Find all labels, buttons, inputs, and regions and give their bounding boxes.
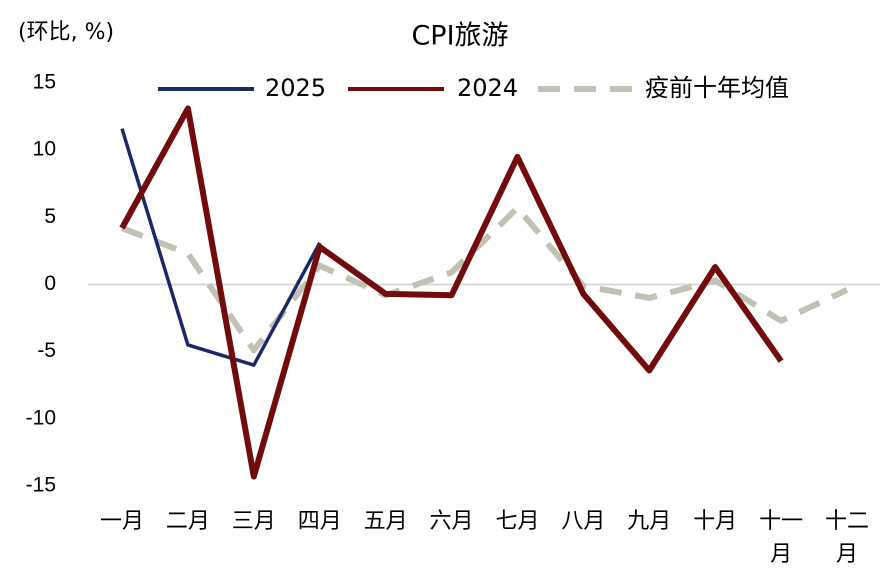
x-tick-label-line: 月 (836, 542, 858, 567)
x-tick-label-line: 十二 (825, 509, 869, 534)
x-tick-label: 十二月 (825, 509, 869, 567)
x-tick-label: 五月 (364, 509, 408, 534)
legend-label: 2024 (457, 74, 518, 102)
x-tick-label: 二月 (166, 509, 210, 534)
y-tick-label: -5 (37, 339, 56, 362)
x-tick-label: 十月 (693, 509, 737, 534)
y-tick-label: 5 (44, 205, 56, 228)
y-tick-label: 15 (33, 71, 56, 94)
legend-label: 疫前十年均值 (645, 74, 789, 102)
x-tick-label-line: 月 (770, 542, 792, 567)
series-line (120, 128, 322, 367)
series-line (120, 204, 849, 354)
x-tick-label: 七月 (495, 509, 539, 534)
x-tick-label: 四月 (298, 509, 342, 534)
x-tick-label-line: 十一 (759, 509, 803, 534)
legend-label: 2025 (265, 74, 326, 102)
x-tick-label: 八月 (561, 509, 605, 534)
y-tick-label: 10 (33, 138, 56, 161)
x-tick-label: 三月 (232, 509, 276, 534)
y-tick-label: -15 (26, 474, 56, 497)
x-tick-label: 九月 (627, 509, 671, 534)
x-tick-label: 十一月 (759, 509, 803, 567)
y-tick-label: 0 (44, 272, 56, 295)
chart-title: CPI旅游 (411, 21, 508, 52)
x-tick-label: 六月 (430, 509, 474, 534)
y-tick-label: -10 (26, 406, 56, 429)
y-axis-label: (环比, %) (18, 20, 114, 45)
x-tick-label: 一月 (100, 509, 144, 534)
series-line (119, 105, 784, 480)
